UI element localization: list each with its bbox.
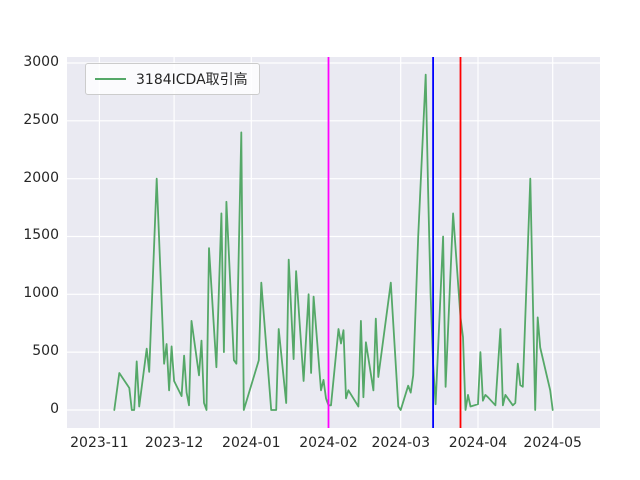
x-tick-label: 2024-03 <box>371 435 430 451</box>
legend-line-sample-icon <box>95 78 126 80</box>
y-tick-label: 2500 <box>23 111 59 128</box>
x-tick-label: 2023-11 <box>70 435 129 451</box>
x-tick-label: 2023-12 <box>144 435 204 451</box>
y-tick-label: 500 <box>32 343 59 360</box>
y-tick-label: 1500 <box>23 227 59 244</box>
plot-background <box>67 57 600 428</box>
x-tick-label: 2024-05 <box>523 435 582 451</box>
x-tick-label: 2024-02 <box>299 435 358 451</box>
legend: 3184ICDA取引高 <box>85 63 260 95</box>
y-tick-label: 1000 <box>23 285 59 302</box>
volume-line <box>113 73 554 411</box>
y-tick-label: 3000 <box>23 54 59 70</box>
legend-label: 3184ICDA取引高 <box>136 72 248 88</box>
y-tick-label: 0 <box>50 400 59 417</box>
y-tick-label: 2000 <box>23 169 59 186</box>
x-tick-label: 2024-04 <box>448 435 508 451</box>
x-tick-label: 2024-01 <box>222 435 281 451</box>
